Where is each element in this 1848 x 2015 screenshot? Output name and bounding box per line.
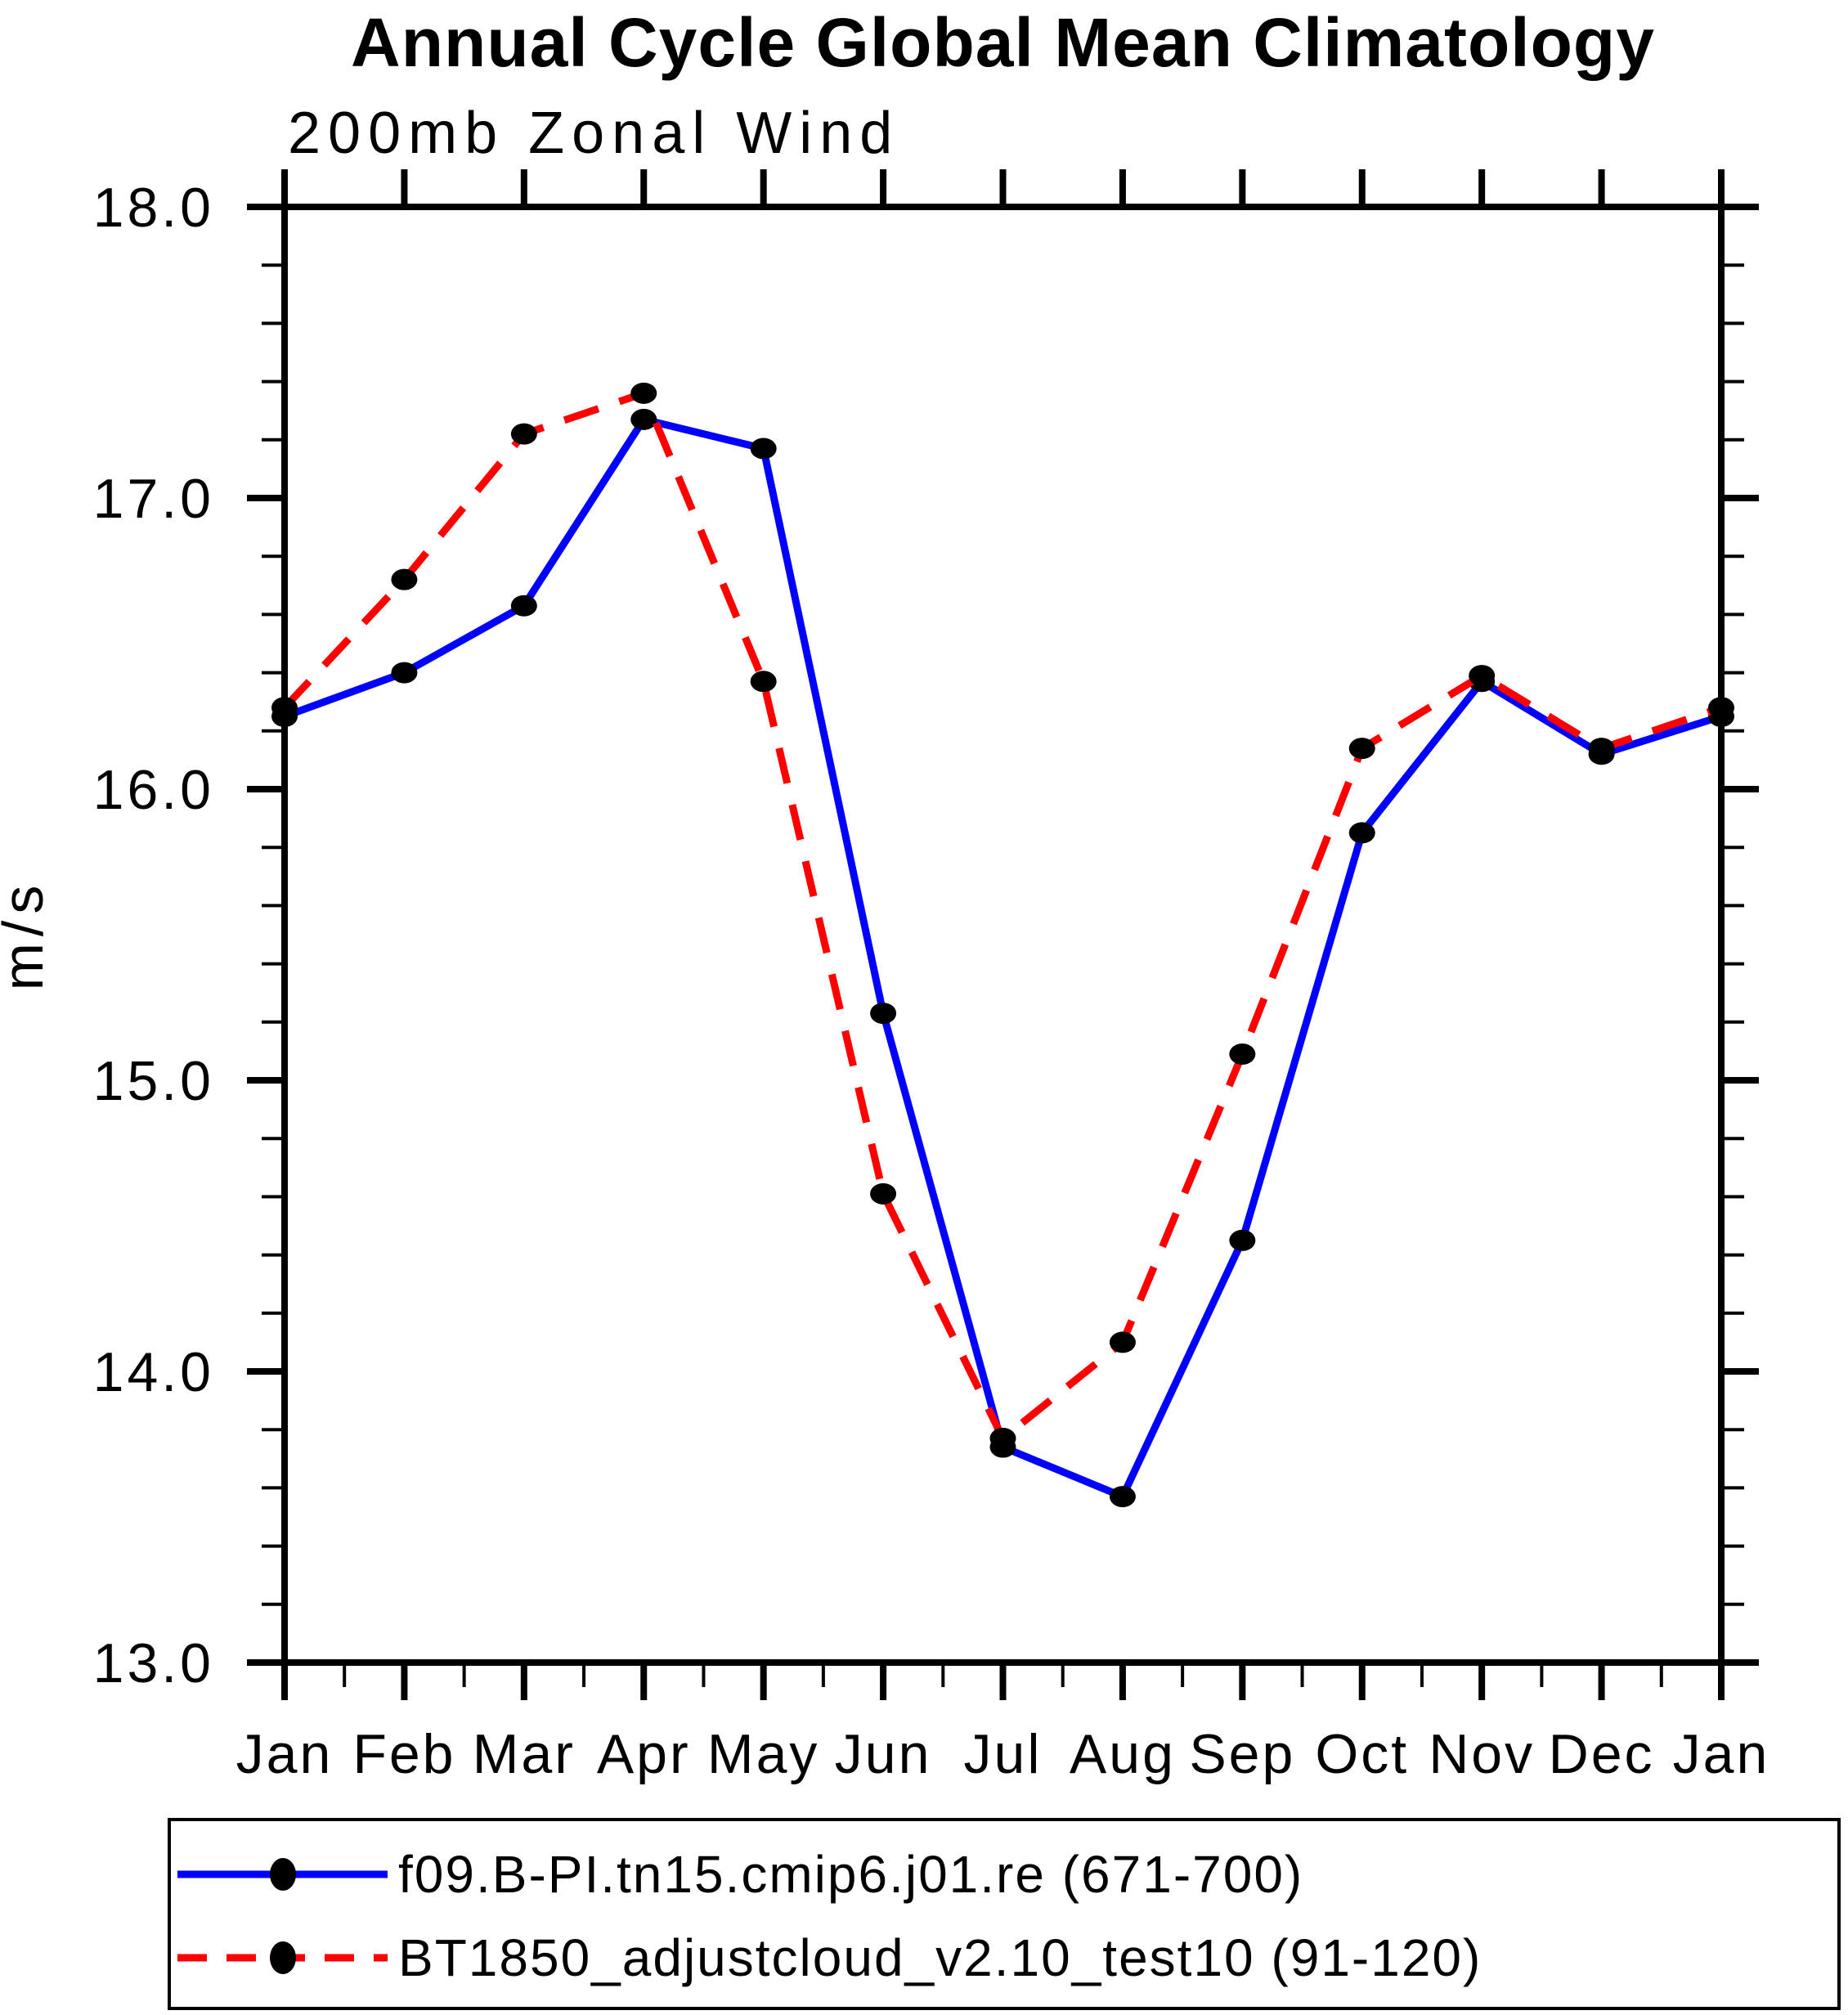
legend-marker-icon bbox=[270, 1941, 296, 1974]
series-line-0 bbox=[283, 415, 1723, 1501]
x-tick-label: Jan bbox=[236, 1723, 334, 1785]
x-tick-label: Sep bbox=[1189, 1723, 1295, 1785]
x-tick-label: May bbox=[707, 1723, 819, 1785]
data-point-marker bbox=[630, 382, 657, 404]
legend-marker-icon bbox=[270, 1858, 296, 1891]
x-tick-label: Jan bbox=[1673, 1723, 1770, 1785]
data-point-marker bbox=[1229, 1043, 1256, 1065]
y-tick-label: 14.0 bbox=[93, 1341, 214, 1403]
x-tick-label: Aug bbox=[1070, 1723, 1176, 1785]
y-tick-label: 18.0 bbox=[93, 177, 214, 239]
x-tick-label: Feb bbox=[352, 1723, 455, 1785]
x-tick-label: Mar bbox=[473, 1723, 576, 1785]
y-tick-label: 17.0 bbox=[93, 468, 214, 530]
data-point-marker bbox=[391, 662, 418, 684]
y-axis-label: m/s bbox=[0, 879, 55, 991]
data-point-marker bbox=[510, 595, 537, 617]
chart-title: Annual Cycle Global Mean Climatology bbox=[351, 4, 1655, 81]
legend-box: f09.B-PI.tn15.cmip6.j01.re (671-700) BT18… bbox=[168, 1818, 1841, 2010]
chart-subtitle: 200mb Zonal Wind bbox=[288, 101, 900, 166]
plot-area: 18.0 17.0 16.0 15.0 14.0 13.0 Jan Feb Mar Apr May J… bbox=[0, 169, 1770, 1785]
y-tick-label: 15.0 bbox=[93, 1050, 214, 1112]
legend-label: f09.B-PI.tn15.cmip6.j01.re (671-700) bbox=[398, 1845, 1304, 1904]
data-point-marker bbox=[870, 1183, 897, 1205]
x-tick-label: Apr bbox=[597, 1723, 691, 1785]
data-point-marker bbox=[391, 568, 418, 590]
x-tick-label: Jun bbox=[835, 1723, 932, 1785]
legend-label: BT1850_adjustcloud_v2.10_test10 (91-120) bbox=[398, 1928, 1482, 1987]
data-point-marker bbox=[1469, 665, 1496, 687]
data-point-marker bbox=[510, 423, 537, 445]
data-point-marker bbox=[1109, 1486, 1136, 1508]
series-line-1 bbox=[281, 388, 1723, 1444]
data-point-marker bbox=[750, 671, 777, 693]
data-point-marker bbox=[1229, 1229, 1256, 1251]
plot-border bbox=[281, 204, 1725, 1666]
data-point-marker bbox=[1708, 697, 1734, 719]
data-point-marker bbox=[1348, 738, 1375, 760]
x-tick-label: Jul bbox=[964, 1723, 1043, 1785]
data-point-marker bbox=[870, 1003, 897, 1025]
data-point-marker bbox=[271, 697, 298, 719]
x-tick-label: Dec bbox=[1549, 1723, 1655, 1785]
data-point-marker bbox=[989, 1427, 1016, 1449]
legend-entry-0: f09.B-PI.tn15.cmip6.j01.re (671-700) bbox=[171, 1845, 1304, 1904]
data-point-marker bbox=[1348, 822, 1375, 844]
legend-entry-1: BT1850_adjustcloud_v2.10_test10 (91-120) bbox=[171, 1928, 1482, 1987]
y-tick-label: 13.0 bbox=[93, 1632, 214, 1694]
data-point-marker bbox=[1109, 1331, 1136, 1353]
data-point-marker bbox=[750, 438, 777, 460]
x-tick-label: Nov bbox=[1429, 1723, 1535, 1785]
x-tick-label: Oct bbox=[1315, 1723, 1409, 1785]
data-point-marker bbox=[630, 408, 657, 430]
y-tick-label: 16.0 bbox=[93, 759, 214, 821]
legend-line-sample bbox=[177, 1858, 388, 1891]
legend-line-sample bbox=[177, 1941, 388, 1974]
data-point-marker bbox=[1588, 738, 1615, 760]
